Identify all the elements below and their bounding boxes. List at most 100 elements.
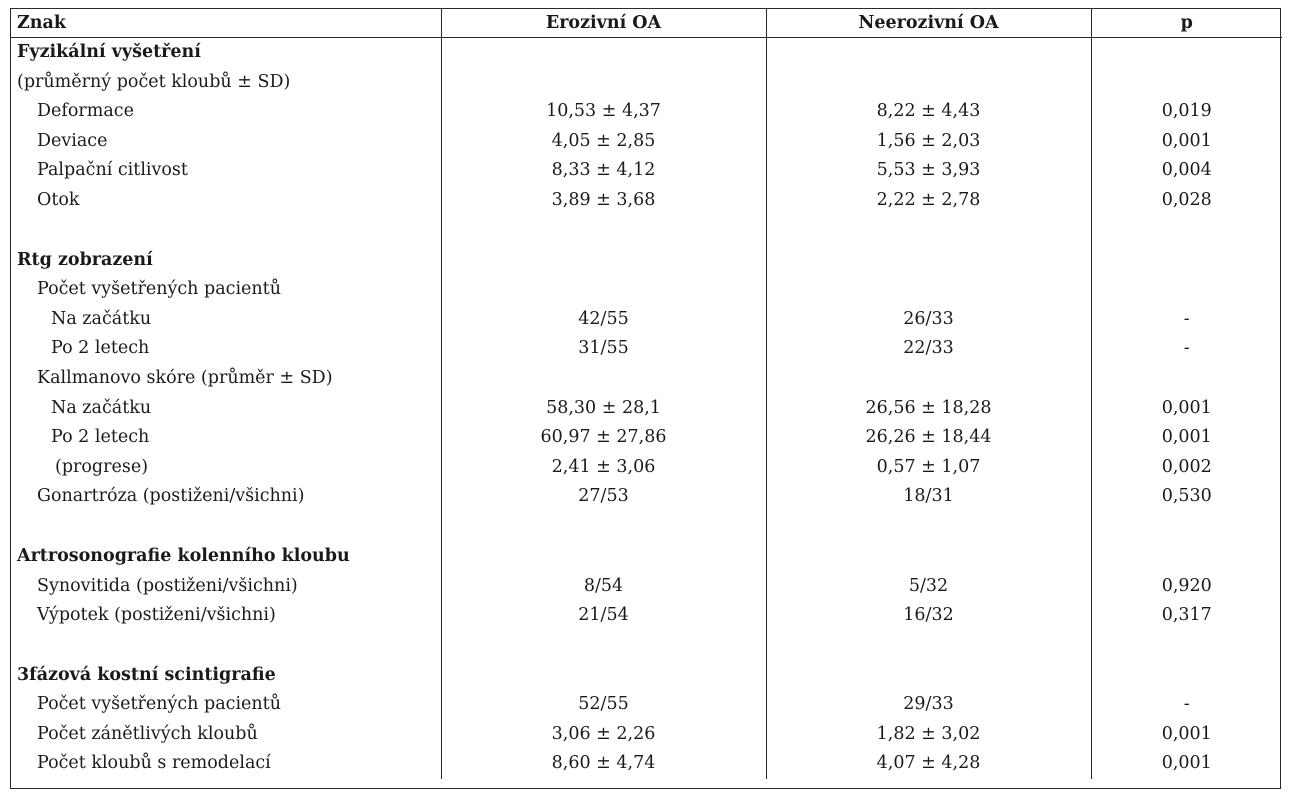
table-row: (průměrný počet kloubů ± SD): [11, 67, 1282, 98]
spacer-row: [11, 630, 1282, 661]
cell-erosive: [440, 275, 766, 305]
table-row: Gonartróza (postiženi/všichni) 27/53 18/31…: [11, 482, 1282, 512]
row-label: Na začátku: [51, 397, 152, 418]
cell-p-value: -: [1090, 690, 1282, 720]
table-row: Výpotek (postiženi/všichni) 21/54 16/32 0,3…: [11, 601, 1282, 631]
cell-nonerosive: 22/33: [765, 334, 1091, 364]
cell-nonerosive: 1,82 ± 3,02: [765, 719, 1091, 750]
table-row: Palpační citlivost 8,33 ± 4,12 5,53 ± 3,93…: [11, 156, 1282, 186]
row-label: Na začátku: [51, 308, 152, 329]
cell-nonerosive: [765, 37, 1091, 68]
cell-erosive: 2,41 ± 3,06: [440, 452, 766, 483]
cell-erosive: [440, 215, 766, 246]
cell-erosive: 8,33 ± 4,12: [440, 156, 766, 186]
row-label: Po 2 letech: [51, 338, 150, 359]
cell-erosive: 3,89 ± 3,68: [440, 185, 766, 216]
table-header: Znak Erozivní OA Neerozivní OA p: [11, 9, 1282, 38]
row-label: Deviace: [37, 130, 108, 151]
section-title: Fyzikální vyšetření: [17, 42, 201, 62]
table-row: Otok 3,89 ± 3,68 2,22 ± 2,78 0,028: [11, 185, 1282, 216]
row-label: Počet vyšetřených pacientů: [37, 279, 281, 300]
cell-p-value: 0,002: [1090, 452, 1282, 483]
cell-nonerosive: 5/32: [765, 571, 1091, 602]
cell-p-value: [1090, 67, 1282, 98]
cell-p-value: [1090, 37, 1282, 68]
cell-p-value: [1090, 275, 1282, 305]
cell-p-value: 0,019: [1090, 97, 1282, 127]
cell-nonerosive: [765, 245, 1091, 276]
row-label: Palpační citlivost: [37, 160, 188, 181]
header-p: p: [1090, 9, 1282, 38]
row-label: [11, 512, 441, 542]
cell-nonerosive: [765, 67, 1091, 98]
cell-erosive: 60,97 ± 27,86: [440, 423, 766, 453]
cell-p-value: 0,004: [1090, 156, 1282, 186]
cell-erosive: 21/54: [440, 601, 766, 631]
cell-nonerosive: 18/31: [765, 482, 1091, 512]
cell-erosive: [440, 37, 766, 68]
table-row: Na začátku 42/55 26/33-: [11, 304, 1282, 335]
cell-nonerosive: 2,22 ± 2,78: [765, 185, 1091, 216]
cell-p-value: [1090, 630, 1282, 661]
cell-p-value: [1090, 245, 1282, 276]
cell-p-value: [1090, 363, 1282, 394]
section-row: Artrosonografie kolenního kloubu: [11, 541, 1282, 572]
table-row: Deformace 10,53 ± 4,37 8,22 ± 4,43 0,019: [11, 97, 1282, 127]
table-row: (progrese) 2,41 ± 3,06 0,57 ± 1,07 0,002: [11, 452, 1282, 483]
row-label: Počet vyšetřených pacientů: [37, 694, 281, 715]
cell-p-value: 0,001: [1090, 749, 1282, 780]
cell-p-value: [1090, 660, 1282, 691]
table-row: Počet kloubů s remodelací 8,60 ± 4,74 4,07…: [11, 749, 1282, 780]
results-table: Znak Erozivní OA Neerozivní OA p Fyzikál…: [11, 9, 1282, 780]
row-label: (průměrný počet kloubů ± SD): [17, 71, 291, 92]
header-row: Znak Erozivní OA Neerozivní OA p: [11, 9, 1282, 38]
cell-p-value: [1090, 541, 1282, 572]
row-label: (progrese): [55, 456, 149, 477]
cell-nonerosive: 4,07 ± 4,28: [765, 749, 1091, 780]
cell-nonerosive: 1,56 ± 2,03: [765, 126, 1091, 157]
cell-p-value: 0,920: [1090, 571, 1282, 602]
cell-p-value: [1090, 511, 1282, 542]
cell-erosive: [440, 630, 766, 661]
table-row: Synovitida (postiženi/všichni) 8/54 5/32 0,…: [11, 571, 1282, 602]
cell-erosive: 10,53 ± 4,37: [440, 97, 766, 127]
cell-nonerosive: [765, 363, 1091, 394]
table-row: Deviace 4,05 ± 2,85 1,56 ± 2,03 0,001: [11, 126, 1282, 157]
row-label: Po 2 letech: [51, 427, 150, 448]
table-row: Počet zánětlivých kloubů 3,06 ± 2,26 1,82 …: [11, 719, 1282, 750]
cell-erosive: [440, 245, 766, 276]
cell-p-value: 0,001: [1090, 719, 1282, 750]
cell-nonerosive: [765, 660, 1091, 691]
cell-p-value: 0,530: [1090, 482, 1282, 512]
cell-p-value: -: [1090, 304, 1282, 335]
row-label: Výpotek (postiženi/všichni): [37, 605, 276, 626]
table-row: Počet vyšetřených pacientů: [11, 275, 1282, 305]
table-row: Na začátku 58,30 ± 28,1 26,56 ± 18,28 0,001: [11, 393, 1282, 424]
section-title: Rtg zobrazení: [17, 249, 153, 270]
table-row: Po 2 letech 31/55 22/33-: [11, 334, 1282, 364]
cell-p-value: -: [1090, 334, 1282, 364]
table-row: Počet vyšetřených pacientů 52/55 29/33-: [11, 690, 1282, 720]
header-sign: Znak: [11, 9, 441, 38]
cell-nonerosive: 26,26 ± 18,44: [765, 423, 1091, 453]
row-label: Synovitida (postiženi/všichni): [37, 575, 298, 596]
cell-erosive: [440, 363, 766, 394]
cell-erosive: [440, 511, 766, 542]
section-title: 3fázová kostní scintigrafie: [17, 664, 276, 685]
row-label: Otok: [37, 189, 80, 210]
header-nonerosive: Neerozivní OA: [765, 9, 1091, 38]
row-label: [11, 216, 441, 246]
cell-erosive: [440, 67, 766, 98]
cell-erosive: 27/53: [440, 482, 766, 512]
row-label: Počet kloubů s remodelací: [37, 753, 271, 774]
row-label: Počet zánětlivých kloubů: [37, 723, 258, 744]
cell-erosive: 8/54: [440, 571, 766, 602]
spacer-row: [11, 215, 1282, 246]
table-row: Kallmanovo skóre (průměr ± SD): [11, 363, 1282, 394]
cell-erosive: 42/55: [440, 304, 766, 335]
cell-nonerosive: [765, 541, 1091, 572]
cell-nonerosive: [765, 215, 1091, 246]
cell-nonerosive: 5,53 ± 3,93: [765, 156, 1091, 186]
cell-erosive: 3,06 ± 2,26: [440, 719, 766, 750]
section-row: Rtg zobrazení: [11, 245, 1282, 276]
